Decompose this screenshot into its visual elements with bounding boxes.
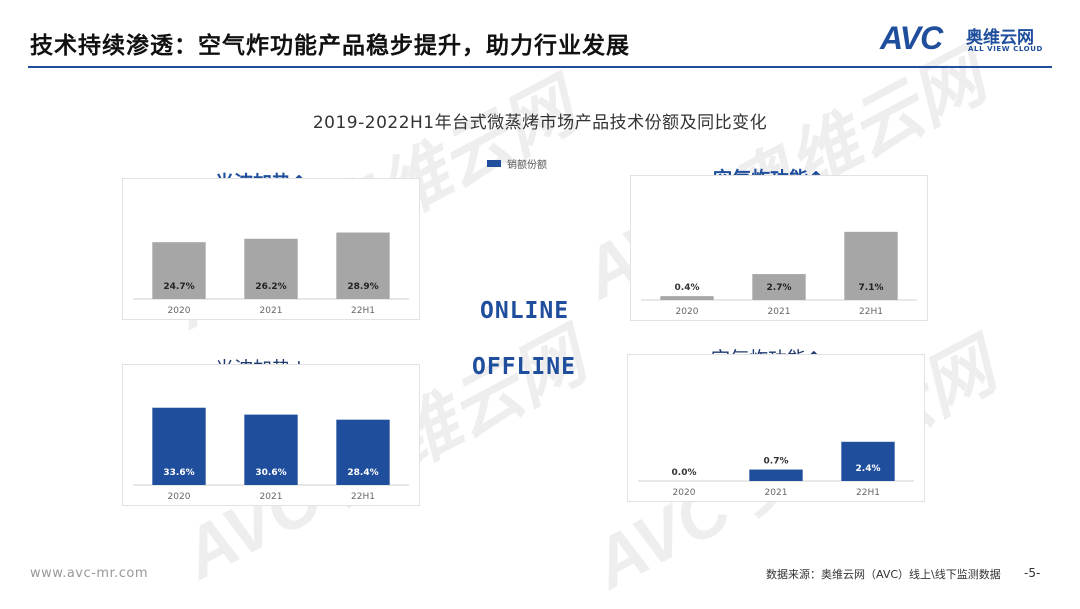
data-label: 2.7% [767, 283, 792, 293]
data-label: 2.4% [856, 464, 881, 474]
page-number: -5- [1024, 566, 1041, 580]
logo-en-text: ALL VIEW CLOUD [968, 45, 1043, 53]
chart-online-light-wave: 24.7% 2020 26.2% 2021 28.9% 22H1 [122, 178, 420, 320]
x-tick-label: 22H1 [856, 488, 880, 498]
legend-label: 销额份额 [507, 160, 547, 171]
x-tick-label: 2020 [168, 492, 191, 502]
bar [244, 238, 298, 299]
title-divider [28, 66, 1052, 68]
data-label: 33.6% [163, 468, 194, 478]
x-tick-label: 2021 [260, 492, 283, 502]
data-label: 24.7% [163, 282, 194, 292]
x-tick-label: 2021 [768, 307, 791, 317]
bar-chart-svg: 0.4% 2020 2.7% 2021 7.1% 22H1 [641, 231, 917, 317]
footer-url: www.avc-mr.com [30, 566, 149, 581]
bar-chart-svg: 33.6% 2020 30.6% 2021 28.4% 22H1 [133, 407, 409, 502]
chart-offline-air-fry: 0.0% 2020 0.7% 2021 2.4% 22H1 [627, 354, 925, 502]
channel-label-online: ONLINE [480, 298, 570, 324]
bar-chart-svg: 0.0% 2020 0.7% 2021 2.4% 22H1 [638, 441, 914, 498]
page-title: 技术持续渗透：空气炸功能产品稳步提升，助力行业发展 [30, 33, 630, 59]
bar [749, 469, 803, 481]
bar-chart-svg: 24.7% 2020 26.2% 2021 28.9% 22H1 [133, 232, 409, 316]
x-tick-label: 2020 [168, 306, 191, 316]
bar [152, 407, 206, 485]
bar [336, 419, 390, 485]
data-label: 28.4% [347, 468, 378, 478]
data-label: 30.6% [255, 468, 286, 478]
x-tick-label: 2020 [676, 307, 699, 317]
chart-offline-light-wave: 33.6% 2020 30.6% 2021 28.4% 22H1 [122, 364, 420, 506]
bar [660, 296, 714, 300]
x-tick-label: 22H1 [351, 492, 375, 502]
bar [152, 242, 206, 299]
bar [841, 441, 895, 481]
data-label: 7.1% [859, 283, 884, 293]
data-label: 0.7% [764, 457, 789, 467]
data-label: 26.2% [255, 282, 286, 292]
legend-swatch [487, 160, 501, 167]
data-label: 0.0% [672, 468, 697, 478]
bar [844, 231, 898, 300]
bar [336, 232, 390, 299]
bar [244, 414, 298, 485]
channel-label-offline: OFFLINE [472, 354, 576, 380]
x-tick-label: 22H1 [351, 306, 375, 316]
chart-title: 2019-2022H1年台式微蒸烤市场产品技术份额及同比变化 [312, 113, 768, 133]
logo-cn-text: 奥维云网 [966, 28, 1034, 48]
x-tick-label: 22H1 [859, 307, 883, 317]
logo-text: AVC [880, 20, 943, 56]
avc-logo: AVC 奥维云网 ALL VIEW CLOUD [880, 20, 1055, 60]
data-label: 28.9% [347, 282, 378, 292]
x-tick-label: 2021 [260, 306, 283, 316]
x-tick-label: 2020 [673, 488, 696, 498]
x-tick-label: 2021 [765, 488, 788, 498]
chart-online-air-fry: 0.4% 2020 2.7% 2021 7.1% 22H1 [630, 175, 928, 321]
bar [752, 274, 806, 300]
footer-source: 数据来源：奥维云网（AVC）线上\线下监测数据 [766, 568, 1001, 581]
data-label: 0.4% [675, 283, 700, 293]
legend: 销额份额 [487, 156, 547, 171]
